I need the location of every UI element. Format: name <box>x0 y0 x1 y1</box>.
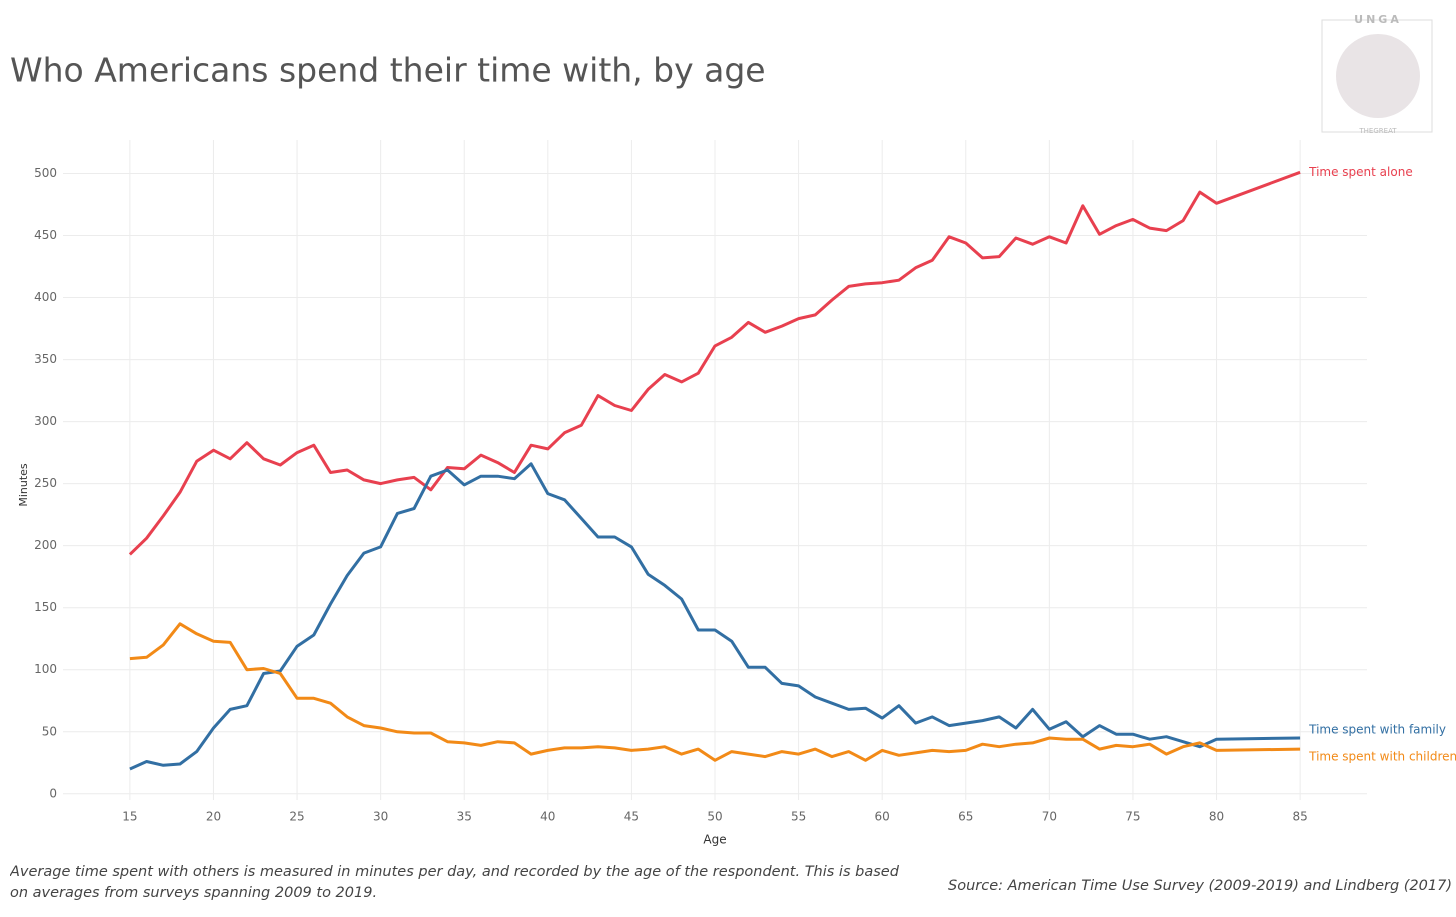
series-line <box>128 170 1301 556</box>
x-tick-label: 40 <box>540 810 555 824</box>
x-axis-label: Age <box>703 833 726 847</box>
logo-top: UNGA <box>1354 13 1402 26</box>
x-tick-label: 60 <box>875 810 890 824</box>
y-tick-label: 50 <box>42 724 57 738</box>
chart-title: Who Americans spend their time with, by … <box>10 51 766 90</box>
x-tick-label: 85 <box>1292 810 1307 824</box>
series-label: Time spent with children <box>1308 750 1456 764</box>
y-tick-label: 400 <box>34 290 57 304</box>
x-tick-label: 20 <box>206 810 221 824</box>
logo-bottom: THEGREAT <box>1358 127 1397 135</box>
source: Source: American Time Use Survey (2009-2… <box>948 878 1452 894</box>
note: Average time spent with others is measur… <box>10 864 899 901</box>
logo: UNGA THEGREAT <box>1321 13 1433 135</box>
note-box: Average time spent with others is measur… <box>10 864 899 901</box>
x-tick-label: 55 <box>791 810 806 824</box>
y-tick-label: 450 <box>34 228 57 242</box>
y-tick-label: 150 <box>34 600 57 614</box>
x-tick-label: 45 <box>624 810 639 824</box>
series-line <box>129 622 1301 762</box>
y-tick-label: 350 <box>34 352 57 366</box>
series-label: Time spent alone <box>1308 165 1413 179</box>
x-tick-label: 80 <box>1209 810 1224 824</box>
x-tick-label: 65 <box>958 810 973 824</box>
logo-frame <box>1321 19 1433 133</box>
x-tick-label: 75 <box>1125 810 1140 824</box>
y-tick-label: 250 <box>34 476 57 490</box>
x-tick-label: 15 <box>122 810 137 824</box>
x-tick-label: 25 <box>289 810 304 824</box>
series-label: Time spent with family <box>1308 722 1446 736</box>
y-tick-label: 0 <box>49 786 57 800</box>
x-tick-label: 30 <box>373 810 388 824</box>
y-tick-label: 300 <box>34 414 57 428</box>
logo-image <box>1336 34 1420 118</box>
x-tick-label: 35 <box>457 810 472 824</box>
y-tick-label: 500 <box>34 166 57 180</box>
x-tick-label: 50 <box>707 810 722 824</box>
y-axis-label: Minutes <box>17 463 30 507</box>
series-line <box>129 462 1301 771</box>
x-tick-label: 70 <box>1042 810 1057 824</box>
y-tick-label: 100 <box>34 662 57 676</box>
y-tick-label: 200 <box>34 538 57 552</box>
